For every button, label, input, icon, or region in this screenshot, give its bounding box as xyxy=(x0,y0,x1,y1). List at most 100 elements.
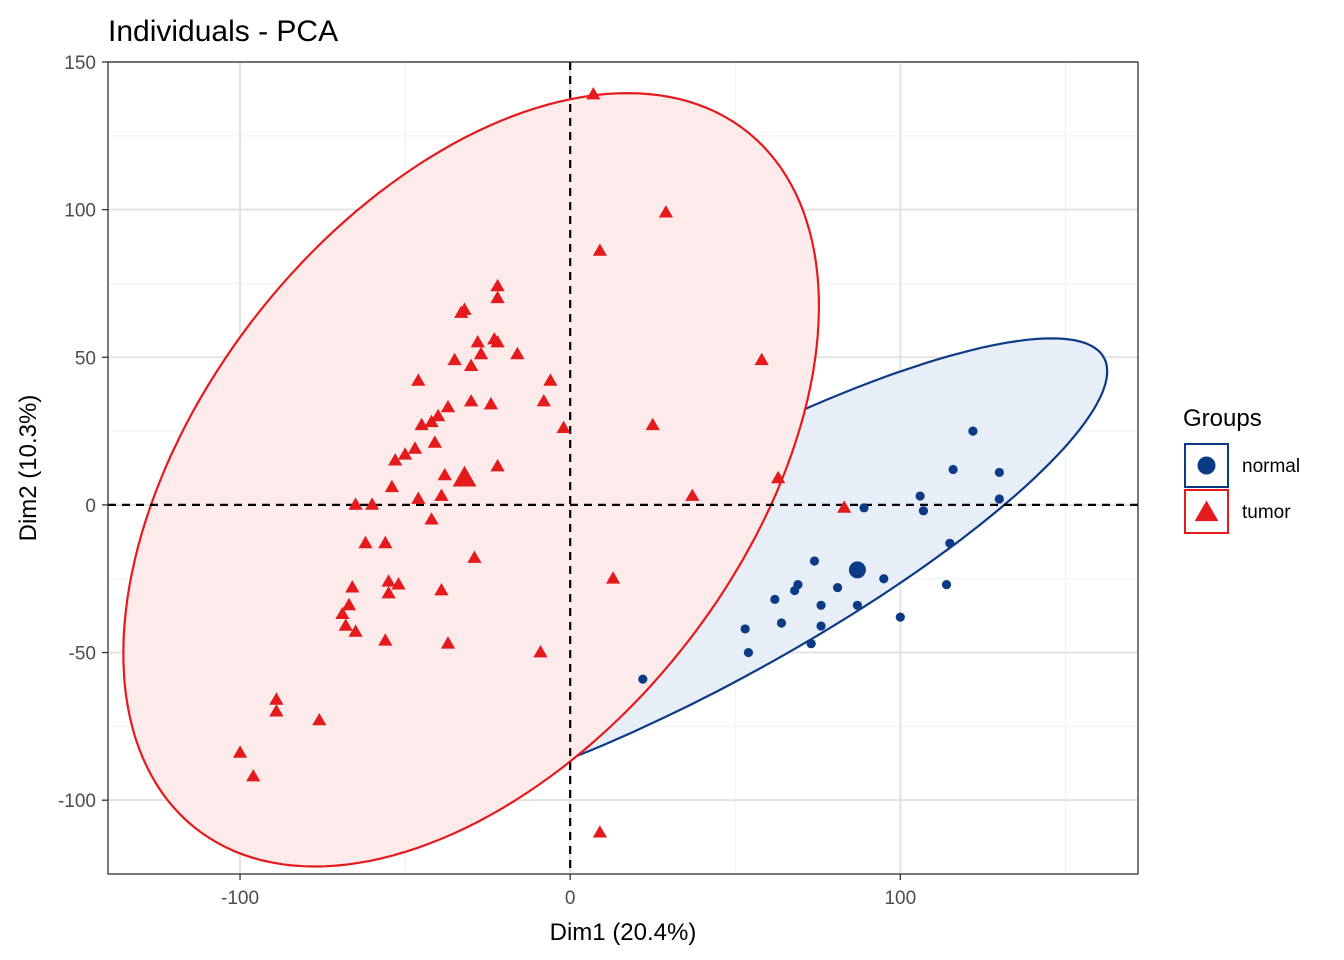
point-tumor xyxy=(447,352,462,366)
x-tick-label: -100 xyxy=(221,888,259,909)
point-tumor xyxy=(381,586,396,599)
plot-border xyxy=(107,61,1139,875)
point-tumor xyxy=(411,491,426,504)
point-normal xyxy=(941,580,952,590)
point-tumor xyxy=(424,414,439,428)
point-tumor xyxy=(490,335,505,348)
point-normal xyxy=(770,594,780,604)
point-tumor xyxy=(338,618,353,631)
point-tumor xyxy=(424,512,439,525)
axis-ticks: -100 0 100 150 100 50 0 -50 -100 xyxy=(58,53,916,909)
point-tumor xyxy=(483,397,499,410)
point-tumor xyxy=(645,417,660,431)
point-tumor xyxy=(464,394,479,407)
point-tumor xyxy=(586,87,601,100)
point-tumor xyxy=(606,571,621,584)
chart-title: Individuals - PCA xyxy=(108,15,338,48)
point-tumor xyxy=(384,479,399,493)
point-normal xyxy=(638,674,648,684)
point-tumor xyxy=(335,606,350,619)
point-normal xyxy=(945,538,955,548)
point-tumor xyxy=(440,636,456,649)
point-tumor xyxy=(685,488,700,501)
point-normal xyxy=(968,426,978,436)
point-tumor xyxy=(348,624,363,637)
point-tumor xyxy=(556,420,571,433)
point-tumor xyxy=(437,467,452,481)
point-tumor xyxy=(232,745,248,758)
point-tumor xyxy=(414,417,429,431)
point-tumor xyxy=(490,278,505,292)
x-tick-label: 0 xyxy=(565,888,576,909)
point-tumor xyxy=(427,435,442,448)
point-tumor xyxy=(754,352,769,366)
legend-title: Groups xyxy=(1183,405,1262,432)
point-tumor xyxy=(398,447,413,460)
point-tumor xyxy=(592,825,607,838)
point-tumor xyxy=(269,704,284,717)
x-tick-label: 100 xyxy=(884,888,916,909)
centroid-tumor xyxy=(452,465,477,487)
point-normal xyxy=(816,600,826,610)
legend-key-tumor xyxy=(1184,489,1229,534)
point-normal xyxy=(816,621,826,631)
y-tick-label: 150 xyxy=(64,53,96,74)
point-normal xyxy=(852,600,862,610)
point-tumor xyxy=(341,597,357,611)
point-tumor xyxy=(269,692,284,705)
point-normal xyxy=(776,618,787,628)
point-tumor xyxy=(771,470,786,484)
point-normal xyxy=(740,624,750,634)
point-tumor xyxy=(312,713,327,726)
point-tumor xyxy=(381,574,396,587)
point-tumor xyxy=(348,497,363,510)
point-tumor xyxy=(533,645,548,658)
point-tumor xyxy=(510,346,525,360)
point-tumor xyxy=(411,373,426,386)
legend-label-normal: normal xyxy=(1242,456,1300,477)
point-normal xyxy=(809,556,820,566)
point-normal xyxy=(743,647,754,658)
data-points xyxy=(232,87,1004,838)
point-tumor xyxy=(431,408,446,422)
point-tumor xyxy=(543,373,558,386)
point-tumor xyxy=(490,290,505,304)
point-normal xyxy=(859,503,869,513)
point-tumor xyxy=(464,358,479,371)
point-tumor xyxy=(407,441,423,454)
y-tick-label: 100 xyxy=(64,201,96,222)
point-normal xyxy=(915,491,925,501)
point-normal xyxy=(832,582,843,593)
legend-marker-tumor xyxy=(1194,500,1219,522)
point-normal xyxy=(994,467,1004,478)
point-tumor xyxy=(365,497,380,510)
point-tumor xyxy=(536,394,551,407)
point-tumor xyxy=(378,535,393,549)
point-tumor xyxy=(378,633,393,646)
point-tumor xyxy=(490,459,505,472)
point-normal xyxy=(994,494,1004,504)
point-tumor xyxy=(440,400,456,413)
y-tick-label: 50 xyxy=(75,348,96,369)
point-tumor xyxy=(434,583,449,596)
legend-label-tumor: tumor xyxy=(1242,502,1291,523)
point-tumor xyxy=(246,769,261,782)
legend-marker-normal xyxy=(1197,456,1216,475)
point-tumor xyxy=(434,488,449,501)
point-tumor xyxy=(358,535,373,549)
point-normal xyxy=(793,580,803,590)
x-axis-title: Dim1 (20.4%) xyxy=(550,919,697,946)
point-normal xyxy=(948,464,958,475)
y-tick-label: 0 xyxy=(85,496,96,517)
point-tumor xyxy=(658,205,673,218)
point-tumor xyxy=(388,453,403,466)
legend: Groups normal tumor xyxy=(1183,405,1300,534)
point-normal xyxy=(806,639,816,649)
centroid-normal xyxy=(848,561,866,579)
point-tumor xyxy=(473,346,489,360)
point-tumor xyxy=(467,550,482,563)
y-tick-label: -50 xyxy=(69,644,96,665)
point-normal xyxy=(918,506,929,516)
point-normal xyxy=(879,574,889,584)
